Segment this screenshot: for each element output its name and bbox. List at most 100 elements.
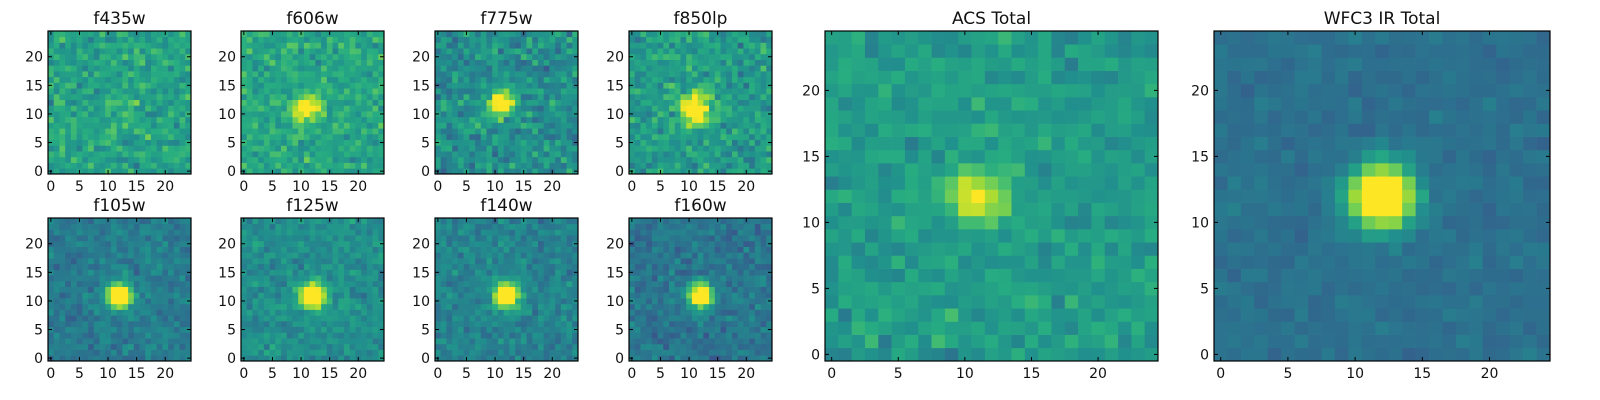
heatmap-cell (486, 53, 493, 60)
heatmap-cell (53, 235, 60, 242)
heatmap-cell (486, 315, 493, 322)
heatmap-cell (560, 309, 567, 316)
heatmap-cell (338, 326, 345, 333)
heatmap-cell (275, 223, 282, 230)
heatmap-cell (93, 145, 100, 152)
x-tick-label: 10 (99, 366, 117, 382)
heatmap-cell (361, 36, 368, 43)
heatmap-cell (326, 65, 333, 72)
heatmap-cell (173, 105, 180, 112)
heatmap-cell (497, 229, 504, 236)
heatmap-cell (332, 105, 339, 112)
heatmap-cell (475, 36, 482, 43)
heatmap-cell (515, 349, 522, 356)
heatmap-cell (646, 42, 653, 49)
heatmap-cell (349, 145, 356, 152)
heatmap-cell (93, 223, 100, 230)
heatmap-cell (749, 139, 756, 146)
heatmap-cell (720, 309, 727, 316)
heatmap-cell (76, 258, 83, 265)
heatmap-cell (515, 320, 522, 328)
heatmap-cell (714, 269, 721, 276)
heatmap-cell (463, 145, 470, 152)
heatmap-cell (332, 315, 339, 322)
heatmap-cell (258, 42, 265, 49)
heatmap-cell (463, 229, 470, 236)
heatmap-cell (737, 298, 744, 305)
heatmap-cell (269, 99, 276, 106)
heatmap-cell (145, 326, 152, 333)
heatmap-cell (492, 99, 499, 106)
heatmap-cell (59, 246, 66, 253)
heatmap-cell (737, 128, 744, 135)
heatmap-cell (298, 151, 305, 158)
heatmap-cell (543, 286, 550, 293)
heatmap-cell (332, 31, 339, 38)
heatmap-cell (275, 298, 282, 305)
heatmap-cell (463, 223, 470, 230)
axes-frame (628, 30, 773, 175)
heatmap-cell (509, 42, 516, 49)
heatmap-cell (566, 145, 573, 152)
heatmap-cell (566, 229, 573, 236)
heatmap-cell (343, 240, 351, 247)
heatmap-cell (634, 326, 641, 333)
heatmap-cell (372, 116, 379, 123)
heatmap-cell (703, 88, 710, 95)
heatmap-cell (486, 116, 493, 123)
heatmap-cell (321, 218, 328, 225)
heatmap-cell (714, 315, 721, 322)
heatmap-cell (526, 162, 533, 169)
heatmap-cell (520, 343, 527, 350)
heatmap-cell (145, 65, 152, 72)
heatmap-cell (338, 320, 345, 328)
heatmap-cell (543, 99, 550, 106)
heatmap-cell (743, 82, 750, 89)
heatmap-cell (53, 309, 60, 316)
heatmap-cell (263, 116, 270, 123)
heatmap-cell (59, 303, 66, 310)
heatmap-cell (88, 332, 95, 339)
heatmap-cell (697, 286, 704, 293)
heatmap-cell (53, 93, 60, 100)
heatmap-cell (150, 65, 158, 72)
heatmap-cell (754, 88, 761, 95)
heatmap-cell (743, 59, 750, 66)
heatmap-cell (162, 93, 169, 100)
heatmap-cell (526, 59, 533, 66)
heatmap-cell (133, 263, 140, 270)
heatmap-cell (93, 286, 100, 293)
heatmap-cell (674, 349, 681, 356)
heatmap-cell (686, 111, 693, 118)
heatmap-cell (703, 122, 710, 129)
heatmap-cell (361, 258, 368, 265)
heatmap-cell (110, 88, 117, 95)
heatmap-cell (537, 280, 545, 287)
heatmap-cell (82, 298, 89, 305)
heatmap-cell (549, 145, 556, 152)
heatmap-cell (378, 223, 385, 230)
heatmap-cell (475, 42, 482, 49)
heatmap-cell (156, 105, 163, 112)
heatmap-cell (252, 252, 259, 259)
heatmap-cell (372, 48, 379, 55)
heatmap-cell (315, 151, 322, 158)
heatmap-cell (720, 31, 727, 38)
heatmap-cell (492, 42, 499, 49)
heatmap-cell (480, 48, 487, 55)
heatmap-cell (646, 53, 653, 60)
heatmap-cell (309, 162, 316, 169)
heatmap-cell (70, 309, 77, 316)
heatmap-cell (156, 111, 163, 118)
heatmap-cell (116, 156, 123, 163)
heatmap-cell (145, 309, 152, 316)
heatmap-cell (156, 128, 163, 135)
heatmap-cell (246, 309, 253, 316)
heatmap-cell (281, 252, 288, 259)
heatmap-cell (298, 48, 305, 55)
heatmap-cell (703, 280, 710, 287)
heatmap-cell (537, 76, 545, 83)
heatmap-cell (252, 223, 259, 230)
heatmap-cell (457, 246, 464, 253)
heatmap-cell (258, 235, 265, 242)
